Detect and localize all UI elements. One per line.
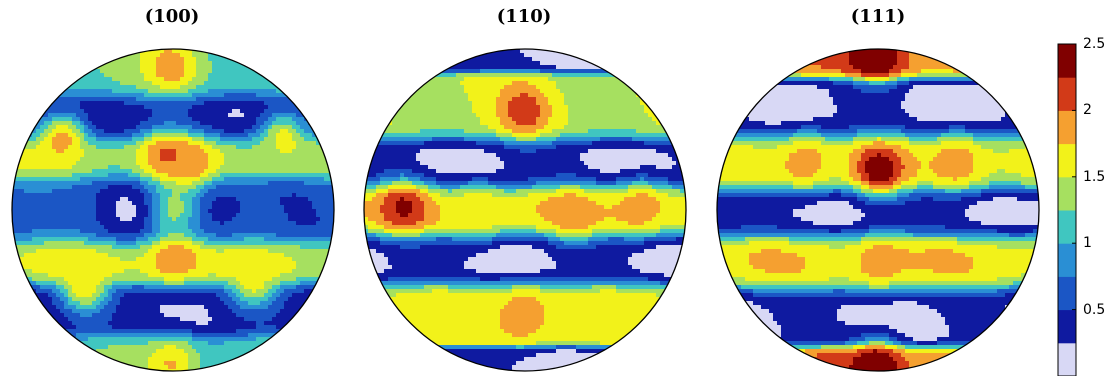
colorbar-segment <box>1058 110 1076 145</box>
colorbar-tick-label: 2 <box>1083 102 1092 119</box>
pole-figure-field <box>717 49 1039 371</box>
panel-title-110: (110) <box>496 6 552 27</box>
colorbar-segment <box>1058 276 1076 311</box>
colorbar-tick-label: 0.5 <box>1083 301 1106 318</box>
colorbar-frame <box>1057 43 1077 376</box>
pole-figure-outline <box>716 48 1040 372</box>
pole-figure-field <box>364 49 686 371</box>
colorbar-segment <box>1058 309 1076 344</box>
colorbar-tick-label: 1 <box>1083 235 1092 252</box>
colorbar <box>1057 43 1077 376</box>
colorbar-segment <box>1058 243 1076 277</box>
colorbar-segment <box>1058 143 1076 178</box>
colorbar-tick-label: 2.5 <box>1083 36 1106 52</box>
pole-figure-outline <box>11 48 335 372</box>
pole-figure-outline <box>363 48 687 372</box>
colorbar-segment <box>1058 77 1076 111</box>
colorbar-segment <box>1058 210 1076 244</box>
colorbar-segment <box>1058 44 1076 78</box>
panel-title-100: (100) <box>144 6 200 27</box>
colorbar-tick-label: 1.5 <box>1083 168 1106 185</box>
colorbar-segment <box>1058 342 1076 376</box>
colorbar-segment <box>1058 176 1076 211</box>
panel-title-111: (111) <box>850 6 906 27</box>
